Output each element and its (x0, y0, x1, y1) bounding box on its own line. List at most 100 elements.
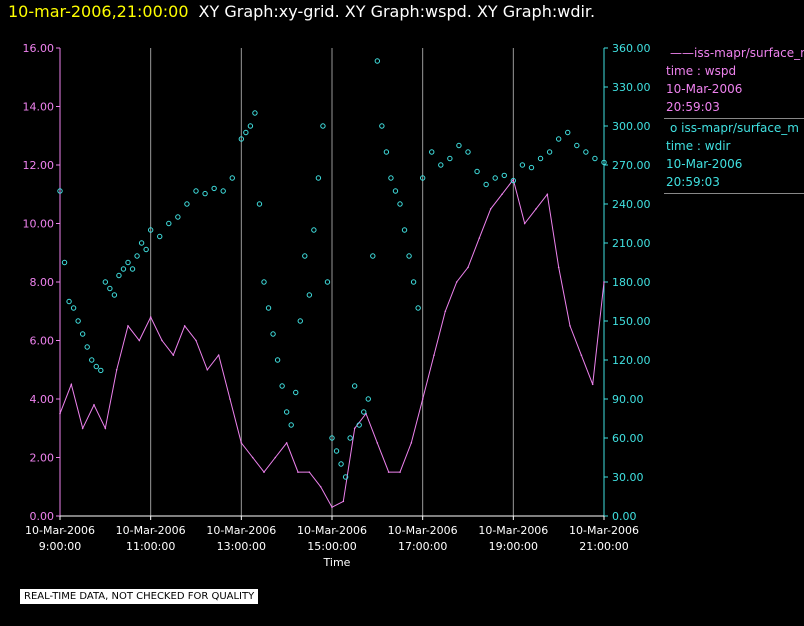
point-wdir-22 (166, 220, 172, 227)
point-wdir-33 (252, 110, 258, 116)
point-wspd-12 (195, 339, 197, 342)
x-tick-date-5: 10-Mar-2006 (478, 524, 548, 537)
point-wdir-62 (383, 149, 390, 155)
point-wspd-2 (81, 427, 84, 430)
point-wdir-25 (193, 188, 199, 194)
point-wdir-6 (84, 344, 90, 350)
point-wspd-40 (512, 178, 515, 181)
x-tick-time-2: 13:00:00 (217, 540, 266, 553)
point-wdir-18 (138, 240, 145, 246)
point-wspd-38 (489, 208, 492, 210)
point-wdir-5 (79, 331, 86, 337)
point-wspd-24 (331, 506, 333, 509)
point-wdir-80 (510, 177, 517, 184)
legend-divider (664, 118, 804, 119)
point-wdir-52 (338, 461, 344, 467)
x-tick-time-5: 19:00:00 (489, 540, 538, 553)
point-wdir-12 (111, 292, 118, 298)
y-tick-label-right-3: 90.00 (612, 393, 644, 406)
y-tick-label-left-4: 8.00 (30, 276, 55, 289)
point-wdir-0 (57, 188, 63, 194)
point-wdir-14 (120, 266, 127, 272)
y-tick-label-left-5: 10.00 (23, 218, 55, 231)
point-wdir-74 (456, 142, 462, 149)
title-date: 10-mar-2006,21:00:00 (8, 2, 189, 21)
point-wdir-64 (392, 188, 399, 194)
point-wdir-17 (134, 253, 140, 259)
point-wdir-76 (474, 168, 480, 175)
point-wdir-35 (261, 279, 267, 285)
point-wdir-89 (592, 155, 598, 162)
point-wdir-34 (256, 201, 263, 207)
point-wdir-84 (546, 149, 553, 155)
y-tick-label-left-0: 0.00 (30, 510, 55, 523)
point-wdir-85 (555, 136, 562, 142)
y-tick-label-left-2: 4.00 (30, 393, 55, 406)
point-wdir-72 (438, 162, 444, 168)
point-wspd-47 (591, 383, 594, 386)
y-tick-label-right-6: 180.00 (612, 276, 651, 289)
point-wspd-42 (535, 208, 537, 210)
point-wspd-4 (104, 427, 107, 430)
y-tick-label-right-8: 240.00 (612, 198, 651, 211)
legend-wdir: o iss-mapr/surface_m time : wdir 10-Mar-… (664, 119, 804, 191)
y-tick-label-right-9: 270.00 (612, 159, 651, 172)
point-wspd-3 (93, 404, 95, 406)
y-tick-label-left-6: 12.00 (23, 159, 55, 172)
point-wdir-56 (356, 422, 362, 428)
point-wspd-15 (229, 398, 231, 400)
point-wspd-20 (285, 442, 288, 444)
point-wdir-63 (388, 175, 394, 181)
point-wdir-58 (365, 396, 371, 402)
point-wdir-71 (429, 149, 435, 155)
point-wdir-88 (583, 149, 589, 155)
y-tick-label-right-11: 330.00 (612, 81, 651, 94)
point-wspd-0 (59, 412, 61, 415)
point-wdir-50 (329, 435, 335, 441)
point-wdir-44 (302, 253, 308, 259)
y-tick-label-right-1: 30.00 (612, 471, 644, 484)
point-wspd-32 (421, 398, 424, 400)
title-graph-labels: XY Graph:xy-grid. XY Graph:wspd. XY Grap… (198, 2, 596, 21)
point-wspd-13 (206, 368, 209, 371)
point-wdir-46 (311, 227, 317, 233)
point-wdir-53 (342, 474, 349, 480)
point-wspd-9 (161, 339, 163, 342)
point-wspd-7 (138, 339, 141, 342)
y-tick-label-left-8: 16.00 (23, 42, 55, 55)
point-wspd-46 (580, 354, 583, 356)
point-wspd-21 (297, 471, 299, 473)
point-wdir-45 (306, 292, 313, 298)
x-tick-date-0: 10-Mar-2006 (25, 524, 95, 537)
point-wdir-75 (465, 149, 471, 155)
point-wdir-79 (501, 172, 507, 179)
point-wdir-69 (415, 305, 421, 311)
point-wdir-55 (351, 383, 358, 389)
x-tick-date-3: 10-Mar-2006 (297, 524, 367, 537)
point-wspd-30 (399, 471, 401, 473)
point-wdir-29 (229, 175, 235, 181)
point-wdir-61 (379, 123, 385, 129)
point-wspd-34 (444, 310, 447, 313)
point-wdir-2 (66, 298, 72, 305)
point-wspd-5 (115, 368, 118, 371)
point-wspd-6 (127, 325, 129, 327)
title-bar: 10-mar-2006,21:00:00 XY Graph:xy-grid. XY… (8, 0, 595, 24)
point-wdir-19 (143, 246, 149, 253)
point-wdir-39 (279, 383, 285, 389)
point-wspd-45 (569, 325, 571, 327)
point-wdir-4 (75, 318, 81, 324)
point-wdir-81 (519, 162, 526, 168)
y-tick-label-right-5: 150.00 (612, 315, 651, 328)
point-wspd-25 (342, 500, 345, 503)
point-wdir-27 (211, 185, 217, 192)
point-wspd-43 (546, 193, 549, 196)
point-wdir-9 (98, 367, 104, 374)
quality-notice: REAL-TIME DATA, NOT CHECKED FOR QUALITY (20, 589, 259, 604)
point-wdir-30 (238, 136, 245, 142)
point-wspd-28 (376, 442, 379, 444)
point-wdir-60 (374, 58, 381, 64)
point-wdir-51 (333, 448, 340, 454)
point-wdir-13 (116, 272, 122, 279)
